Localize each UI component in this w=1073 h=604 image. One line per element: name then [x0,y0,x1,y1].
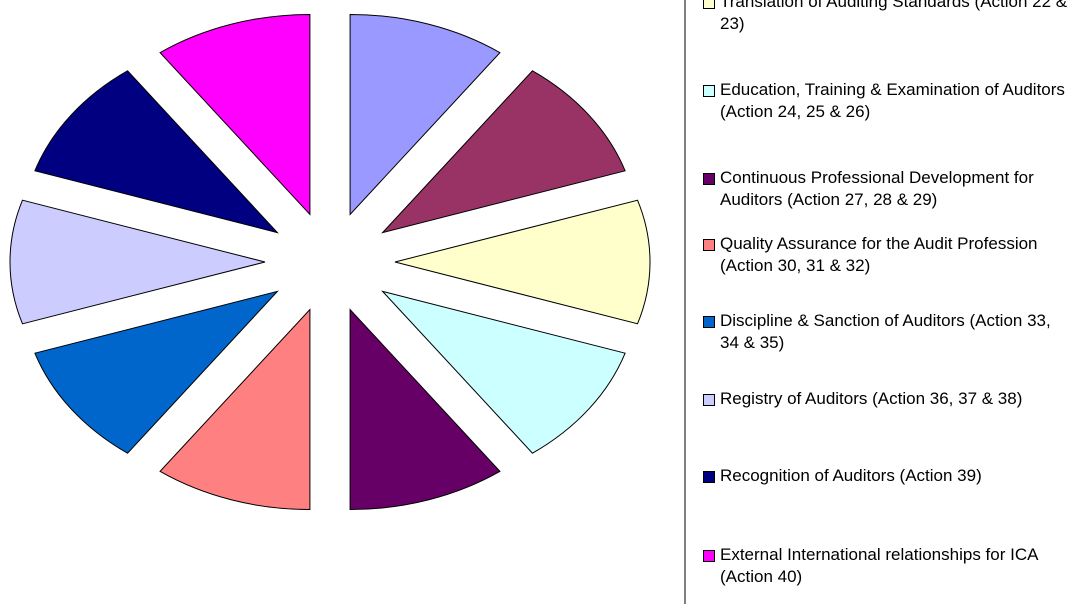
pie-slice [159,308,311,511]
legend-item: Education, Training & Examination of Aud… [703,79,1073,123]
legend-swatch [703,239,715,251]
legend-item: Recognition of Auditors (Action 39) [703,465,1073,487]
pie-slice [349,13,501,216]
legend-label: Recognition of Auditors (Action 39) [720,466,982,485]
legend-swatch [703,471,715,483]
pie-slice [381,290,626,454]
legend-item: Quality Assurance for the Audit Professi… [703,233,1073,277]
pie-slice [34,290,279,454]
legend-swatch [703,316,715,328]
pie-slice [159,13,311,216]
legend-item: Registry of Auditors (Action 36, 37 & 38… [703,388,1073,410]
pie-slice [34,70,279,234]
legend-label: Continuous Professional Development for … [720,168,1034,209]
pie-slice [394,199,651,325]
legend-item: Discipline & Sanction of Auditors (Actio… [703,310,1073,354]
legend-item: Continuous Professional Development for … [703,167,1073,211]
legend-swatch [703,173,715,185]
legend-swatch [703,394,715,406]
legend-swatch [703,550,715,562]
pie-slice [349,308,501,511]
legend-item: Translation of Auditing Standards (Actio… [703,0,1073,35]
legend-label: Quality Assurance for the Audit Professi… [720,234,1038,275]
legend-label: Education, Training & Examination of Aud… [720,80,1065,121]
pie-slice [9,199,266,325]
legend-label: Discipline & Sanction of Auditors (Actio… [720,311,1051,352]
legend-swatch [703,0,715,9]
legend-item: External International relationships for… [703,544,1073,588]
legend-label: External International relationships for… [720,545,1038,586]
legend-label: Translation of Auditing Standards (Actio… [720,0,1068,33]
pie-slice [381,70,626,234]
legend-label: Registry of Auditors (Action 36, 37 & 38… [720,389,1023,408]
legend-swatch [703,85,715,97]
